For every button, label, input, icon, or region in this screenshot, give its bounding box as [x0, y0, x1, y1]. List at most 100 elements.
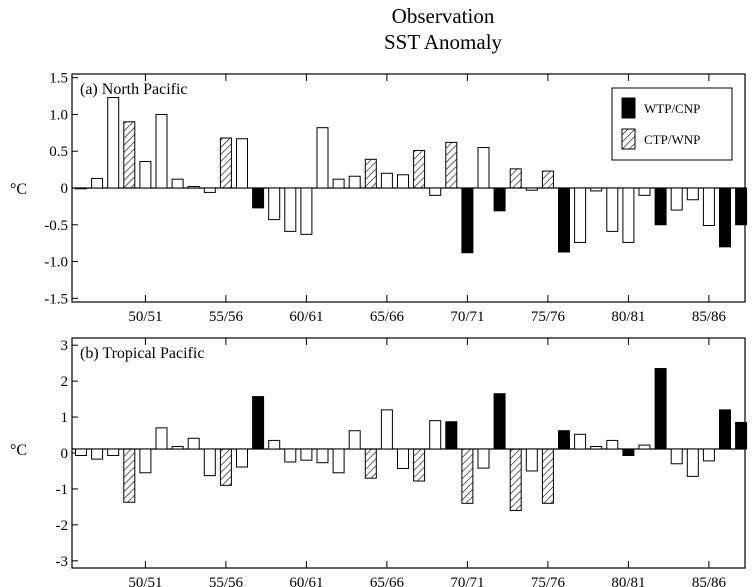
bar	[236, 448, 248, 468]
bar	[493, 187, 506, 212]
y-tick-label: 0	[61, 181, 69, 197]
legend-label: WTP/CNP	[644, 101, 700, 116]
bar	[252, 396, 265, 450]
bar	[139, 448, 152, 474]
bar	[541, 170, 554, 189]
y-tick-label: 1.0	[49, 107, 68, 123]
bar	[107, 97, 120, 189]
x-tick-label: 80/81	[611, 575, 645, 587]
bar	[187, 437, 200, 450]
bar	[606, 187, 619, 232]
bar	[558, 430, 570, 450]
bar	[123, 121, 136, 189]
x-tick-label: 70/71	[450, 575, 484, 587]
x-tick-label: 50/51	[128, 309, 162, 325]
x-tick-label: 55/56	[209, 309, 244, 325]
bar	[236, 138, 248, 189]
bar	[252, 187, 265, 209]
bar	[300, 187, 313, 235]
y-axis-label: °C	[10, 442, 27, 459]
bar	[541, 448, 554, 504]
x-tick-label: 75/76	[531, 309, 566, 325]
bar	[397, 174, 409, 189]
y-tick-label: -2	[56, 518, 69, 534]
x-tick-label: 65/66	[370, 575, 405, 587]
bar	[445, 421, 458, 450]
bar	[477, 147, 490, 189]
bar	[155, 113, 168, 189]
y-axis-label: °C	[10, 181, 27, 198]
bar	[622, 448, 635, 457]
bar	[413, 448, 426, 482]
bar	[735, 187, 748, 226]
bar	[91, 177, 104, 189]
y-tick-label: 0	[61, 446, 69, 462]
x-tick-label: 55/56	[209, 575, 244, 587]
bar	[171, 446, 184, 450]
x-tick-label: 75/76	[531, 575, 566, 587]
bar	[219, 448, 232, 486]
bar	[380, 172, 393, 189]
bar	[300, 448, 313, 461]
y-tick-label: 1	[61, 410, 69, 426]
y-tick-label: 2	[61, 374, 69, 390]
bar	[348, 175, 361, 189]
legend-label: CTP/WNP	[644, 132, 700, 147]
bar	[638, 187, 651, 196]
bar	[509, 448, 522, 511]
bar	[203, 187, 216, 193]
bar	[364, 158, 377, 189]
x-tick-label: 80/81	[611, 309, 645, 325]
bar	[123, 448, 136, 503]
x-tick-label: 70/71	[450, 309, 484, 325]
bar	[380, 409, 393, 450]
x-tick-label: 50/51	[128, 575, 162, 587]
bar	[268, 187, 281, 221]
bar	[719, 187, 731, 248]
bar	[686, 187, 699, 201]
bar	[203, 448, 216, 477]
bar	[171, 178, 184, 189]
bar	[107, 448, 120, 457]
panel-label: (b) Tropical Pacific	[80, 345, 204, 362]
bar	[574, 433, 587, 450]
bar	[284, 448, 297, 463]
y-tick-label: 1.5	[49, 71, 68, 87]
bar	[364, 448, 377, 479]
bar	[654, 368, 667, 450]
bar	[622, 187, 635, 243]
bar	[702, 187, 715, 227]
bar	[75, 187, 87, 190]
bar	[606, 439, 619, 450]
bar	[525, 448, 538, 472]
bar	[75, 448, 87, 457]
bar	[558, 187, 570, 253]
bar	[268, 439, 281, 450]
y-tick-label: -1.5	[44, 291, 68, 307]
bar	[509, 168, 522, 189]
x-tick-label: 60/61	[289, 575, 323, 587]
bar	[702, 448, 715, 462]
panel-label: (a) North Pacific	[80, 81, 188, 98]
chart-title: Observation	[391, 4, 495, 28]
bar	[735, 421, 748, 450]
y-tick-label: 3	[61, 338, 69, 354]
x-tick-label: 85/86	[692, 309, 727, 325]
bar	[493, 393, 506, 450]
x-tick-label: 65/66	[370, 309, 405, 325]
y-tick-label: -1.0	[44, 255, 68, 271]
y-tick-label: -0.5	[44, 218, 68, 234]
bar	[638, 444, 651, 450]
bar	[397, 448, 409, 469]
bar	[155, 427, 168, 450]
bar	[348, 430, 361, 450]
bar	[686, 448, 699, 477]
bar	[316, 127, 329, 189]
bar	[91, 448, 104, 460]
bar	[719, 409, 731, 450]
legend-swatch	[621, 97, 636, 119]
bar	[429, 420, 442, 450]
bar	[332, 178, 345, 189]
